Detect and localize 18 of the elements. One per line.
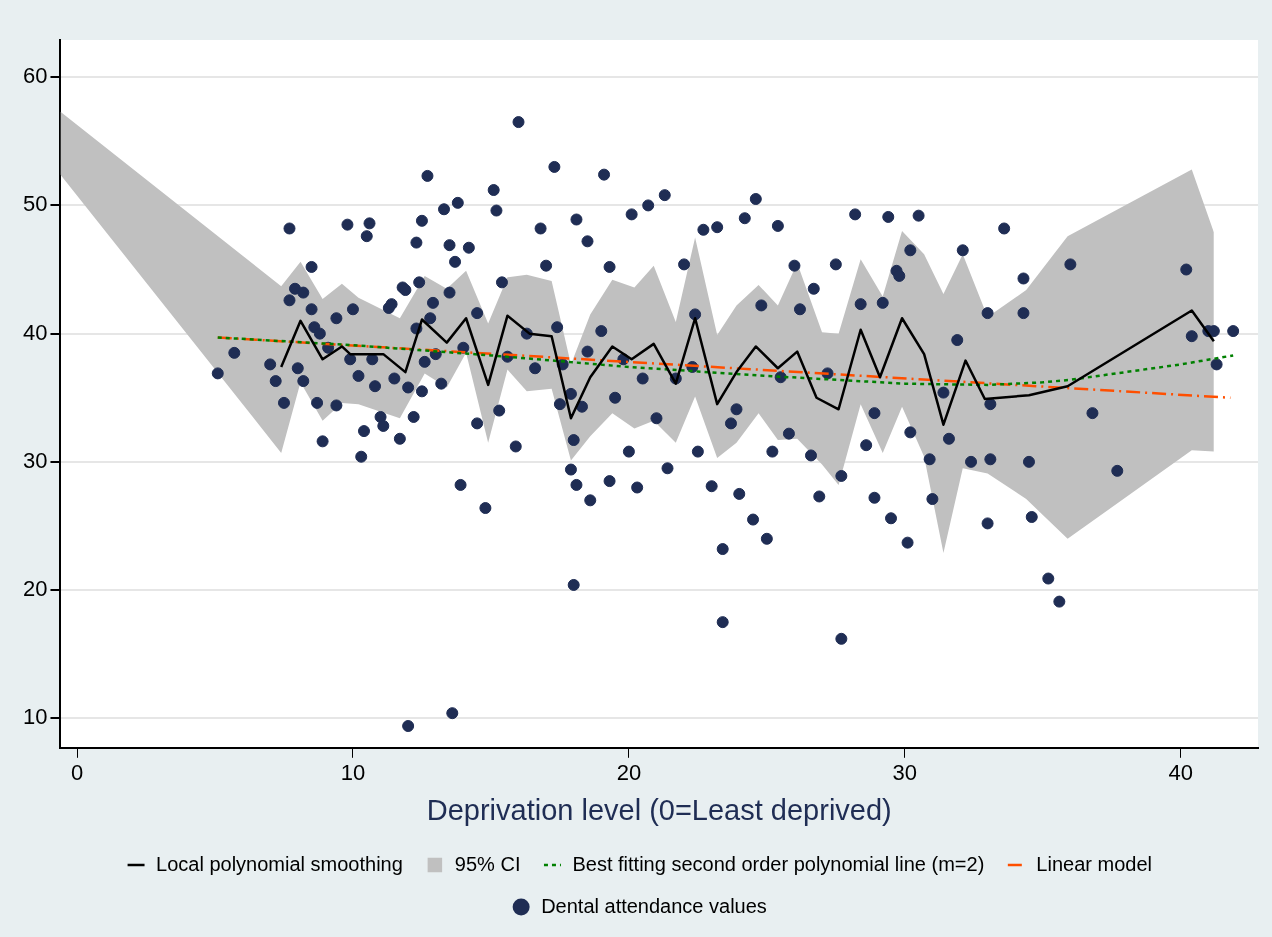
y-tick-label: 50 xyxy=(22,191,48,217)
legend-label: Local polynomial smoothing xyxy=(156,852,403,875)
x-tick-label: 20 xyxy=(616,760,642,786)
x-tick-label: 30 xyxy=(892,760,918,786)
legend-label: 95% CI xyxy=(454,852,521,875)
y-tick-label: 30 xyxy=(22,447,48,473)
x-tick-label: 0 xyxy=(70,760,84,786)
y-tick-label: 60 xyxy=(22,63,48,89)
x-tick-label: 40 xyxy=(1168,760,1193,786)
legend-label: Linear model xyxy=(1036,852,1152,875)
legend-label: Best fitting second order polynomial line (m=2) xyxy=(572,852,985,875)
line-series xyxy=(216,336,1235,387)
x-tick-label: 10 xyxy=(340,760,366,786)
x-axis-title: Deprivation level (0=Least deprived) xyxy=(426,793,892,826)
y-tick-label: 20 xyxy=(22,576,48,602)
y-tick-label: 40 xyxy=(22,319,48,345)
legend-label: Dental attendance values xyxy=(541,894,767,917)
y-tick-label: 10 xyxy=(22,704,48,730)
